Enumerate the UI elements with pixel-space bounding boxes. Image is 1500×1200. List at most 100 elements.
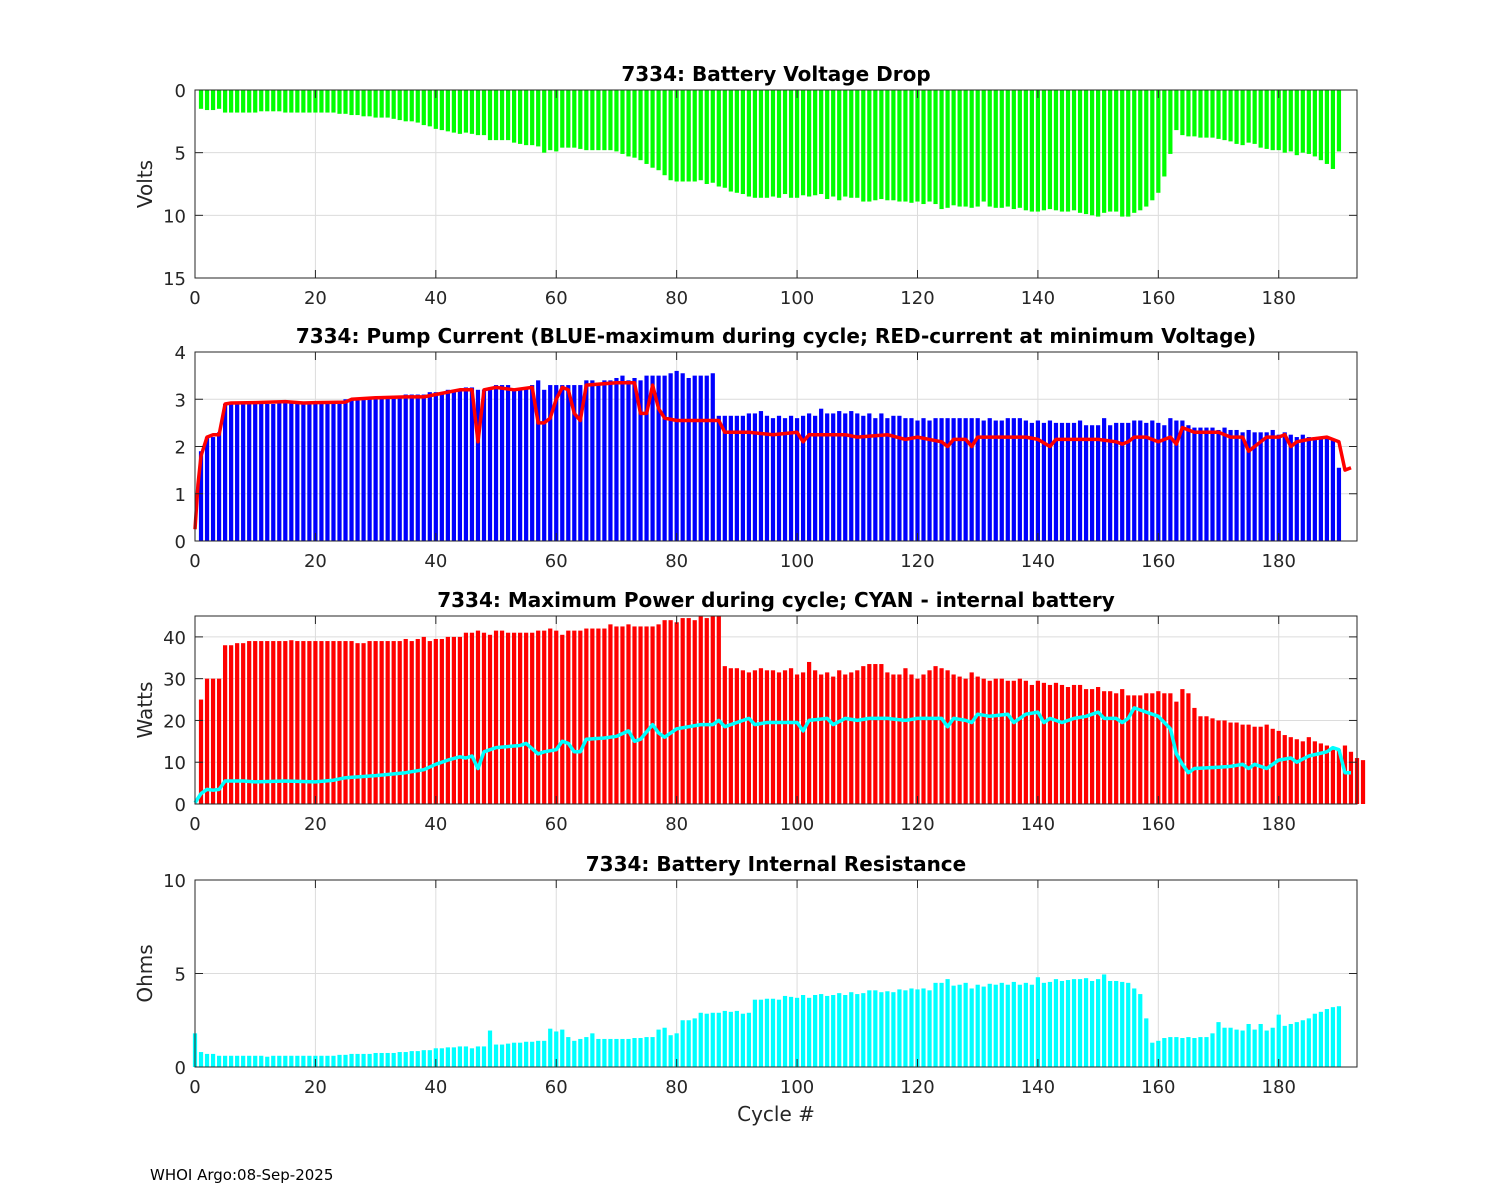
bar (373, 1052, 378, 1067)
bar (638, 90, 643, 161)
bar (229, 90, 234, 113)
bar (566, 1037, 571, 1067)
x-tick-label: 0 (189, 288, 200, 309)
bar (265, 403, 270, 541)
bar (1047, 420, 1053, 541)
bar (662, 375, 667, 541)
bar (542, 90, 547, 153)
bar (554, 385, 559, 541)
bar (1222, 1027, 1227, 1067)
bar (764, 90, 770, 198)
bar (776, 672, 782, 804)
chart-title: 7334: Battery Voltage Drop (621, 62, 930, 86)
bar (927, 990, 932, 1067)
bar (445, 636, 450, 804)
bar (590, 90, 595, 151)
bar (728, 415, 733, 541)
bar (235, 1055, 240, 1067)
bar (265, 90, 270, 112)
bar (981, 678, 986, 804)
y-tick-label: 10 (163, 206, 186, 227)
bar (933, 90, 938, 205)
bar (1192, 427, 1197, 541)
bar (746, 672, 752, 804)
x-tick-label: 140 (1021, 288, 1055, 309)
bar (355, 90, 360, 116)
bar (1264, 90, 1269, 149)
bar (1204, 716, 1209, 804)
bar (927, 420, 932, 541)
bar (511, 90, 517, 143)
bar (1318, 743, 1323, 804)
bar (1294, 437, 1299, 541)
bar (1138, 420, 1143, 541)
bar (740, 90, 745, 195)
bar (361, 90, 366, 117)
bar (897, 674, 902, 804)
bar (969, 672, 974, 804)
bar (1258, 1023, 1263, 1067)
bar (349, 641, 354, 804)
bar (505, 632, 511, 804)
bar (451, 636, 456, 804)
bar (1071, 684, 1077, 804)
bar (1162, 693, 1167, 804)
bar (1059, 980, 1065, 1067)
bar (566, 630, 571, 804)
bar (722, 90, 727, 188)
bar (698, 90, 703, 181)
bar (1174, 420, 1179, 541)
bar (867, 413, 872, 541)
bar (385, 396, 390, 541)
x-tick-label: 120 (900, 288, 934, 309)
bar (1240, 1030, 1245, 1067)
bar (1318, 1011, 1323, 1067)
bar (1252, 1029, 1257, 1067)
x-tick-label: 80 (665, 288, 688, 309)
bar (885, 418, 890, 541)
bar (1077, 979, 1083, 1067)
bar (734, 415, 739, 541)
bar (439, 90, 444, 131)
bar (590, 1033, 595, 1067)
bar (939, 982, 944, 1067)
bar (800, 672, 806, 804)
bar (379, 396, 384, 541)
bar (385, 1052, 390, 1067)
bar (530, 632, 535, 804)
series-line (193, 706, 1351, 804)
bar (403, 394, 408, 541)
bar (861, 90, 866, 202)
bar (668, 620, 673, 804)
bar (1192, 90, 1197, 137)
bar (505, 385, 511, 541)
bar (975, 676, 980, 804)
bar (614, 1038, 619, 1067)
x-tick-label: 80 (665, 1077, 688, 1098)
bar (397, 396, 402, 541)
bar (475, 90, 481, 136)
bar (831, 995, 836, 1067)
bar (1011, 680, 1016, 804)
bar (277, 641, 282, 804)
bar (819, 90, 824, 195)
bar (337, 1054, 342, 1067)
bar (1264, 1030, 1269, 1067)
bar (999, 982, 1004, 1067)
x-tick-label: 100 (780, 1077, 814, 1098)
bar (409, 394, 414, 541)
bar (379, 90, 384, 118)
bar (433, 392, 438, 541)
bar (957, 418, 962, 541)
bar (1138, 994, 1143, 1067)
x-tick-label: 160 (1141, 1077, 1175, 1098)
bar (216, 432, 222, 541)
bar (939, 90, 944, 210)
bar (542, 389, 547, 541)
bar (758, 999, 764, 1067)
bar (439, 392, 444, 541)
y-tick-label: 40 (163, 628, 186, 649)
bar (499, 630, 505, 804)
bar (1294, 1022, 1299, 1067)
